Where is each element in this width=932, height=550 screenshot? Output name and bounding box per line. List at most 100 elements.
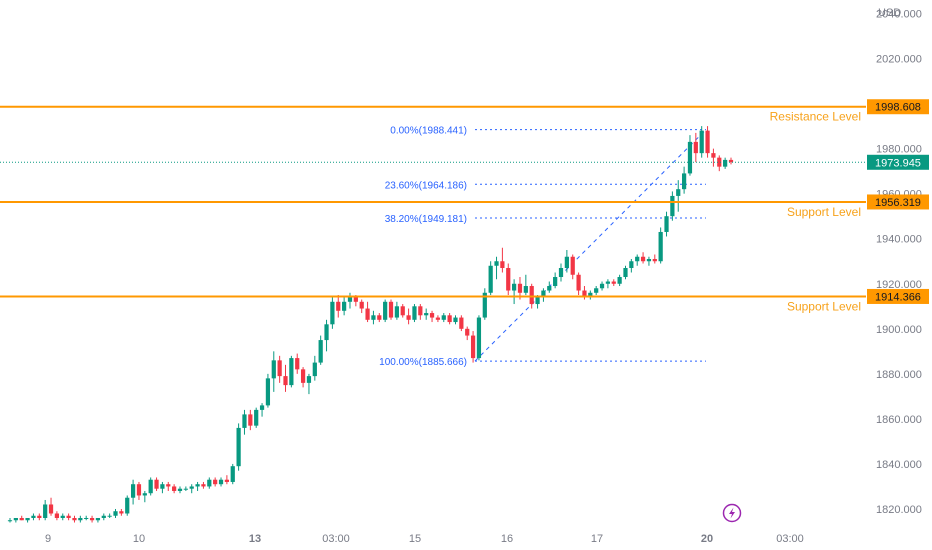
fib-level-label: 38.20%(1949.181) — [385, 214, 467, 225]
lightning-icon[interactable] — [722, 503, 742, 523]
candle — [201, 481, 206, 489]
candle — [629, 258, 634, 273]
candle — [687, 135, 693, 176]
candle — [242, 409, 247, 435]
candle-body — [119, 511, 124, 514]
candle — [676, 180, 681, 212]
candle-body — [388, 301, 394, 318]
candle-body — [693, 141, 698, 154]
candle-body — [154, 479, 159, 489]
candle-body — [564, 256, 569, 269]
candle — [441, 313, 446, 323]
candle-body — [72, 517, 77, 521]
candle-body — [300, 369, 306, 383]
candle-body — [254, 409, 259, 426]
candle — [25, 517, 30, 523]
candle — [564, 249, 569, 273]
candle — [84, 515, 89, 521]
candle-body — [470, 335, 476, 359]
level-price-tag-text: 1956.319 — [875, 197, 921, 209]
candle — [248, 409, 253, 431]
candle-body — [547, 286, 552, 291]
candle — [424, 308, 429, 320]
candle-body — [248, 414, 253, 426]
currency-label: USD — [878, 7, 901, 19]
candle-body — [213, 479, 218, 485]
candle-body — [699, 130, 704, 154]
fibonacci-retracement[interactable]: 0.00%(1988.441) 23.60%(1964.186) 38.20%(19… — [379, 126, 707, 368]
candle — [271, 351, 276, 392]
candle — [576, 272, 581, 296]
x-tick-label: 9 — [45, 533, 51, 545]
candle — [312, 355, 317, 381]
candle — [406, 308, 411, 325]
candle-body — [582, 290, 587, 298]
candle-body — [728, 159, 734, 163]
fib-level-label: 0.00%(1988.441) — [390, 126, 467, 137]
candle-body — [289, 358, 294, 386]
horizontal-levels[interactable]: Resistance Level Support Level Support Lev… — [0, 105, 866, 314]
level-price-tag-bg — [867, 288, 929, 304]
candle — [459, 315, 464, 332]
candle-body — [13, 517, 18, 521]
candle — [371, 310, 376, 325]
level-price-tag-bg — [867, 99, 929, 115]
candle-body — [412, 306, 417, 320]
level-label: Support Level — [787, 299, 861, 313]
candle — [19, 515, 24, 521]
candle — [213, 477, 218, 487]
candle-body — [383, 301, 388, 320]
candle — [166, 481, 171, 491]
candle-body — [711, 153, 716, 158]
candle-body — [588, 292, 593, 298]
candle — [95, 517, 101, 523]
candle — [699, 126, 704, 158]
candle — [172, 484, 177, 494]
candle-body — [523, 286, 528, 293]
candle-body — [265, 378, 271, 406]
candle — [482, 288, 487, 320]
candle — [224, 475, 229, 485]
candle — [136, 481, 142, 500]
candle-body — [277, 360, 282, 377]
candle — [7, 517, 13, 523]
candle-body — [576, 274, 581, 291]
candle — [107, 513, 112, 518]
y-axis: 1820.000 1840.000 1860.000 1880.000 1900.000… — [876, 9, 922, 516]
candle — [670, 191, 675, 221]
candle — [594, 286, 599, 296]
x-tick-label: 17 — [591, 533, 603, 545]
candle — [207, 477, 212, 489]
candle-body — [529, 286, 534, 305]
candle-body — [646, 258, 652, 262]
candle — [652, 254, 657, 264]
candle — [177, 486, 183, 494]
candle-body — [441, 315, 446, 320]
candle — [558, 263, 564, 282]
fib-trend-line — [474, 129, 707, 362]
candle-body — [506, 268, 511, 291]
candle-body — [318, 340, 323, 363]
candle-body — [142, 493, 147, 496]
candle — [277, 355, 282, 383]
candle — [400, 304, 405, 318]
candle — [523, 274, 528, 296]
candle — [342, 297, 347, 316]
candle — [119, 508, 124, 516]
candle — [48, 497, 54, 516]
candle — [470, 331, 476, 363]
candle-body — [482, 292, 487, 318]
candle — [447, 313, 452, 325]
current-price-tag-text: 1973.945 — [875, 157, 921, 169]
y-tick-label: 1880.000 — [876, 369, 922, 381]
candle — [324, 319, 329, 352]
candle — [195, 481, 200, 491]
candle — [189, 484, 194, 494]
y-tick-label: 1820.000 — [876, 504, 922, 516]
candle-body — [201, 484, 206, 487]
candle-body — [594, 288, 599, 293]
level-label: Support Level — [787, 205, 861, 219]
candle-body — [418, 306, 423, 316]
candle-body — [611, 281, 616, 284]
